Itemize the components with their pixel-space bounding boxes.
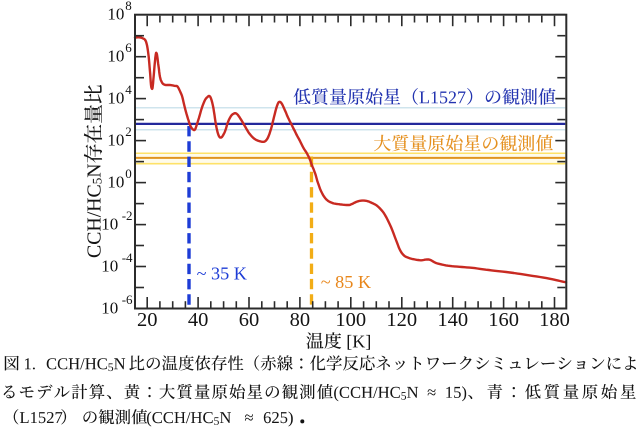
svg-text:8: 8 <box>125 0 132 13</box>
svg-text:10: 10 <box>101 256 118 275</box>
svg-text:10: 10 <box>107 173 124 192</box>
svg-text:0: 0 <box>125 166 132 181</box>
svg-text:2: 2 <box>125 124 132 139</box>
svg-text:80: 80 <box>290 309 311 331</box>
svg-text:10: 10 <box>107 89 124 108</box>
svg-text:-2: -2 <box>122 208 133 223</box>
svg-text:120: 120 <box>386 309 417 331</box>
svg-text:~ 35 K: ~ 35 K <box>197 264 247 284</box>
svg-text:-4: -4 <box>122 250 133 265</box>
svg-text:40: 40 <box>188 309 209 331</box>
svg-text:4: 4 <box>125 82 132 97</box>
svg-text:10: 10 <box>107 5 124 24</box>
svg-text:140: 140 <box>437 309 468 331</box>
svg-text:20: 20 <box>137 309 158 331</box>
svg-text:100: 100 <box>335 309 366 331</box>
svg-text:160: 160 <box>488 309 519 331</box>
svg-text:60: 60 <box>239 309 260 331</box>
svg-text:6: 6 <box>125 40 132 55</box>
svg-text:-6: -6 <box>122 292 133 307</box>
svg-text:10: 10 <box>107 47 124 66</box>
svg-text:10: 10 <box>101 215 118 234</box>
svg-text:10: 10 <box>101 298 118 317</box>
svg-text:180: 180 <box>539 309 570 331</box>
svg-text:~ 85 K: ~ 85 K <box>321 272 371 292</box>
svg-text:10: 10 <box>107 131 124 150</box>
